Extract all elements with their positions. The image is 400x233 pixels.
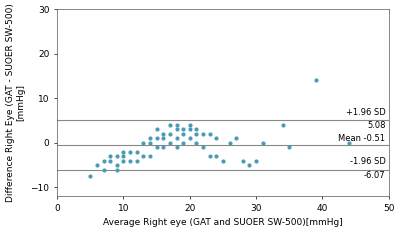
Point xyxy=(253,159,259,162)
X-axis label: Average Right eye (GAT and SUOER SW-500)[mmHg]: Average Right eye (GAT and SUOER SW-500)… xyxy=(103,219,343,227)
Y-axis label: Difference Right Eye (GAT - SUOER SW-500)
[mmHg]: Difference Right Eye (GAT - SUOER SW-500… xyxy=(6,3,25,202)
Point xyxy=(173,137,180,140)
Point xyxy=(94,163,100,167)
Text: -6.07: -6.07 xyxy=(364,171,385,180)
Point xyxy=(114,163,120,167)
Point xyxy=(120,154,127,158)
Point xyxy=(200,132,206,136)
Point xyxy=(246,163,253,167)
Point xyxy=(167,123,173,127)
Point xyxy=(220,159,226,162)
Point xyxy=(114,168,120,171)
Point xyxy=(134,150,140,154)
Point xyxy=(312,79,319,82)
Point xyxy=(213,154,220,158)
Point xyxy=(120,150,127,154)
Point xyxy=(240,159,246,162)
Point xyxy=(114,154,120,158)
Point xyxy=(193,132,200,136)
Point xyxy=(206,132,213,136)
Point xyxy=(200,145,206,149)
Point xyxy=(173,127,180,131)
Point xyxy=(154,137,160,140)
Point xyxy=(233,137,239,140)
Point xyxy=(180,127,186,131)
Point xyxy=(147,137,153,140)
Point xyxy=(147,154,153,158)
Point xyxy=(167,132,173,136)
Point xyxy=(167,141,173,145)
Point xyxy=(154,127,160,131)
Text: +1.96 SD: +1.96 SD xyxy=(346,108,385,116)
Point xyxy=(280,123,286,127)
Point xyxy=(154,145,160,149)
Point xyxy=(213,137,220,140)
Point xyxy=(147,141,153,145)
Point xyxy=(107,154,113,158)
Point xyxy=(180,141,186,145)
Point xyxy=(193,141,200,145)
Point xyxy=(107,159,113,162)
Point xyxy=(160,132,166,136)
Point xyxy=(226,141,233,145)
Point xyxy=(186,127,193,131)
Point xyxy=(260,141,266,145)
Point xyxy=(206,154,213,158)
Point xyxy=(140,141,146,145)
Point xyxy=(173,123,180,127)
Point xyxy=(134,159,140,162)
Point xyxy=(186,123,193,127)
Point xyxy=(160,145,166,149)
Text: Mean -0.51: Mean -0.51 xyxy=(338,134,385,143)
Point xyxy=(127,159,133,162)
Text: 5.08: 5.08 xyxy=(367,121,385,130)
Point xyxy=(286,145,292,149)
Point xyxy=(173,145,180,149)
Point xyxy=(100,168,107,171)
Point xyxy=(120,159,127,162)
Point xyxy=(140,154,146,158)
Point xyxy=(346,141,352,145)
Text: -1.96 SD: -1.96 SD xyxy=(350,157,385,166)
Point xyxy=(186,137,193,140)
Point xyxy=(127,150,133,154)
Point xyxy=(100,159,107,162)
Point xyxy=(193,127,200,131)
Point xyxy=(160,137,166,140)
Point xyxy=(87,174,94,178)
Point xyxy=(180,132,186,136)
